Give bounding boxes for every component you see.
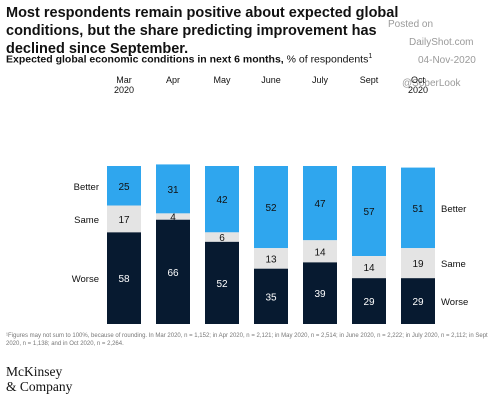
bar-same-2 bbox=[205, 232, 239, 242]
bar-same-0 bbox=[107, 205, 141, 233]
value-label-worse-1: 66 bbox=[167, 268, 179, 279]
value-label-worse-6: 29 bbox=[412, 297, 424, 308]
bar-better-1 bbox=[156, 164, 190, 214]
category-label-6: Oct bbox=[411, 75, 426, 85]
bar-worse-0 bbox=[107, 232, 141, 324]
category-label-0: Mar bbox=[116, 75, 132, 85]
logo-line-2: & Company bbox=[6, 379, 73, 394]
value-label-same-1: 4 bbox=[170, 213, 176, 224]
watermark-date: 04-Nov-2020 bbox=[418, 55, 476, 66]
value-label-same-0: 17 bbox=[118, 215, 130, 226]
bar-worse-1 bbox=[156, 219, 190, 324]
bar-same-1 bbox=[156, 213, 190, 220]
value-label-worse-3: 35 bbox=[265, 292, 277, 303]
right-label-better: Better bbox=[441, 204, 466, 215]
mckinsey-logo: McKinsey & Company bbox=[6, 364, 72, 394]
bar-better-5 bbox=[352, 166, 386, 257]
logo-line-1: McKinsey bbox=[6, 364, 63, 379]
bar-worse-2 bbox=[205, 241, 239, 324]
bar-worse-6 bbox=[401, 278, 435, 324]
right-label-worse: Worse bbox=[441, 297, 468, 308]
bar-same-4 bbox=[303, 240, 337, 263]
category-label-2: May bbox=[213, 75, 231, 85]
category-label-4: July bbox=[312, 75, 329, 85]
value-label-worse-4: 39 bbox=[314, 289, 326, 300]
bar-same-3 bbox=[254, 248, 288, 269]
category-label-0-year: 2020 bbox=[114, 85, 134, 95]
value-label-worse-0: 58 bbox=[118, 274, 130, 285]
value-label-better-5: 57 bbox=[363, 207, 375, 218]
chart-subtitle: Expected global economic conditions in n… bbox=[6, 53, 372, 66]
watermark-site: DailyShot.com bbox=[409, 37, 474, 48]
subtitle-unit: % of respondents bbox=[283, 53, 369, 66]
category-label-1: Apr bbox=[166, 75, 180, 85]
value-label-same-4: 14 bbox=[314, 247, 326, 258]
bar-better-0 bbox=[107, 166, 141, 206]
value-label-better-3: 52 bbox=[265, 203, 277, 214]
value-label-worse-2: 52 bbox=[216, 279, 228, 290]
bar-same-6 bbox=[401, 248, 435, 279]
value-label-same-5: 14 bbox=[363, 263, 375, 274]
bar-worse-3 bbox=[254, 268, 288, 324]
right-label-same: Same bbox=[441, 259, 466, 270]
subtitle-bold: Expected global economic conditions in n… bbox=[6, 53, 284, 66]
chart-headline: Most respondents remain positive about e… bbox=[6, 5, 399, 57]
left-label-better: Better bbox=[74, 182, 99, 193]
value-label-same-2: 6 bbox=[219, 233, 225, 244]
bar-same-5 bbox=[352, 256, 386, 279]
left-label-worse: Worse bbox=[72, 274, 99, 285]
bar-better-6 bbox=[401, 167, 435, 249]
bar-better-2 bbox=[205, 166, 239, 233]
bar-better-4 bbox=[303, 166, 337, 241]
left-label-same: Same bbox=[74, 215, 99, 226]
bar-better-3 bbox=[254, 166, 288, 249]
subtitle-footnote-marker: 1 bbox=[368, 53, 373, 60]
value-label-better-4: 47 bbox=[314, 199, 326, 210]
bar-worse-5 bbox=[352, 278, 386, 324]
value-label-better-0: 25 bbox=[118, 182, 130, 193]
watermark-posted: Posted on bbox=[388, 19, 434, 30]
category-label-6-year: 2020 bbox=[408, 85, 428, 95]
category-label-5: Sept bbox=[360, 75, 379, 85]
watermark-handle: @SoberLook bbox=[402, 78, 461, 89]
value-label-worse-5: 29 bbox=[363, 297, 375, 308]
bar-worse-4 bbox=[303, 262, 337, 324]
footnote: ¹Figures may not sum to 100%, because of… bbox=[6, 333, 488, 347]
value-label-better-6: 51 bbox=[412, 204, 424, 215]
value-label-better-2: 42 bbox=[216, 195, 228, 206]
value-label-better-1: 31 bbox=[167, 185, 179, 196]
category-label-3: June bbox=[261, 75, 281, 85]
value-label-same-6: 19 bbox=[412, 259, 424, 270]
value-label-same-3: 13 bbox=[265, 254, 277, 265]
